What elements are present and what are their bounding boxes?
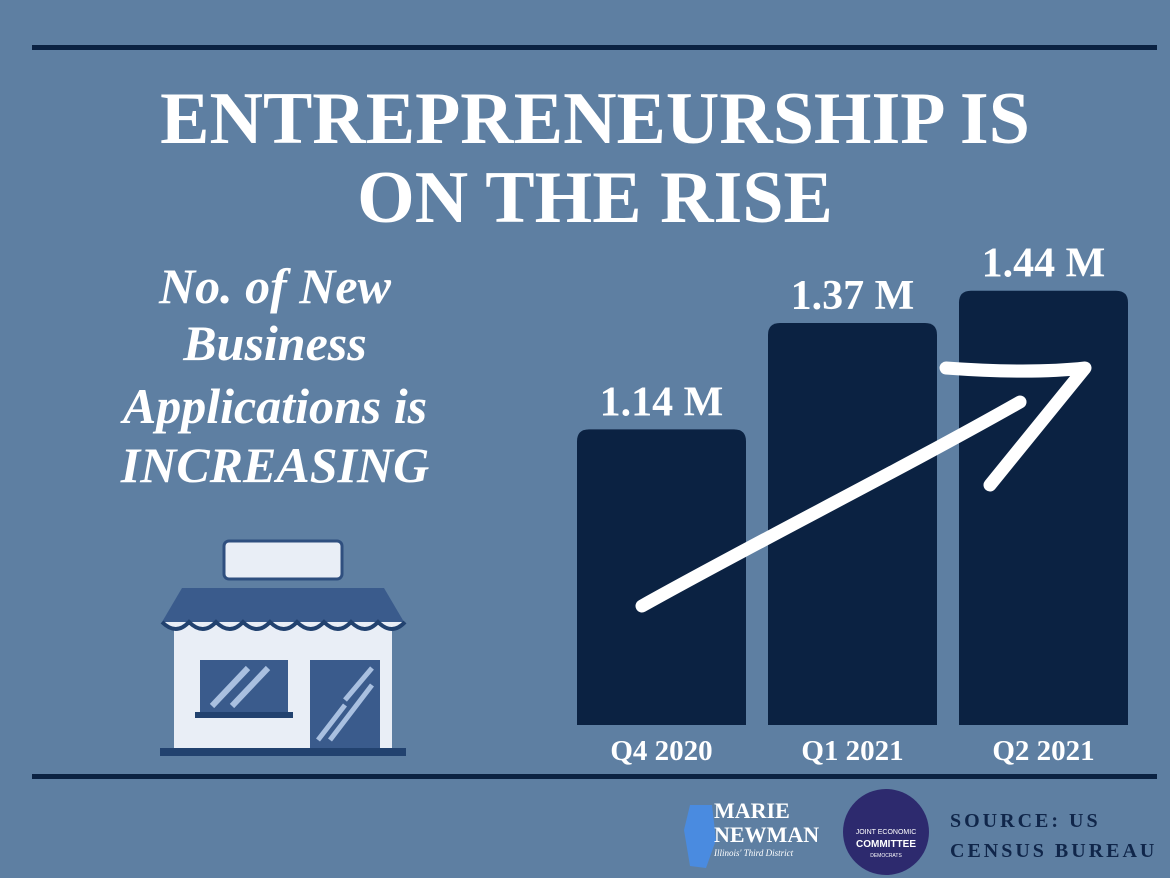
page: {"chart_data": {"type": "bar", "title": … — [0, 0, 1170, 878]
logo-text: COMMITTEE — [856, 839, 916, 850]
subtitle-line: Business — [182, 315, 366, 371]
subtitle-line: No. of New — [158, 258, 392, 314]
subtitle-line: Applications is — [120, 378, 427, 434]
infographic: ENTREPRENEURSHIP IS ON THE RISE No. of N… — [0, 0, 1170, 878]
source: CENSUS BUREAU — [950, 840, 1157, 862]
logo-text: JOINT ECONOMIC — [856, 829, 917, 836]
bottom-rule — [32, 774, 1157, 779]
x-tick-label: Q1 2021 — [801, 735, 903, 767]
title-line: ENTREPRENEURSHIP IS — [160, 78, 1030, 160]
x-tick-label: Q2 2021 — [992, 735, 1094, 767]
logo-text: NEWMAN — [714, 822, 819, 847]
x-tick-label: Q4 2020 — [610, 735, 712, 767]
logo-text: MARIE — [714, 798, 790, 823]
bar — [959, 291, 1128, 725]
top-rule — [32, 45, 1157, 50]
bar — [577, 429, 746, 725]
value-label: 1.14 M — [600, 379, 724, 425]
value-label: 1.37 M — [791, 273, 915, 319]
logo-text: Illinois' Third District — [713, 848, 794, 858]
committee-logo: JOINT ECONOMIC COMMITTEE DEMOCRATS — [843, 789, 929, 875]
title-line: ON THE RISE — [357, 157, 833, 239]
subtitle-line: INCREASING — [120, 437, 429, 493]
source: SOURCE: US — [950, 810, 1101, 832]
value-label: 1.44 M — [982, 241, 1106, 287]
logo-text: DEMOCRATS — [870, 853, 902, 859]
